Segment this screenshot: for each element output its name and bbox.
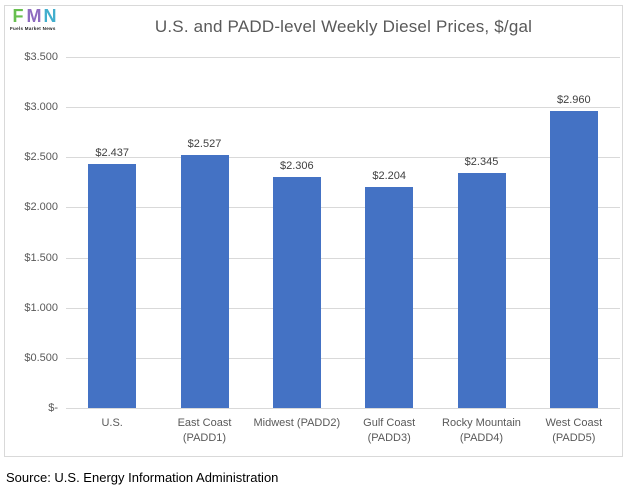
bar [365, 186, 414, 408]
gridline [66, 307, 620, 309]
y-axis-tick-label: $1.000 [24, 301, 58, 314]
logo-letter-f: F [12, 6, 24, 26]
gridline [66, 57, 620, 58]
source-note: Source: U.S. Energy Information Administ… [6, 470, 279, 485]
x-axis-label: Midwest (PADD2) [253, 417, 341, 429]
gridline [66, 207, 620, 209]
gridline [66, 257, 620, 259]
y-axis-tick-label: $- [48, 402, 58, 414]
bar-value-label: $2.960 [557, 94, 591, 107]
bar [180, 154, 229, 408]
logo-letter-m: M [26, 6, 42, 26]
bar-value-label: $2.345 [464, 155, 499, 168]
bar [457, 172, 506, 408]
chart-title: U.S. and PADD-level Weekly Diesel Prices… [154, 17, 533, 36]
x-axis-label: East Coast (PADD1) [177, 417, 232, 444]
gridline [66, 357, 620, 359]
bar [272, 176, 321, 408]
y-axis-tick-label: $1.500 [24, 251, 58, 264]
x-axis-label: Gulf Coast (PADD3) [363, 417, 416, 444]
bar [549, 111, 598, 408]
x-axis-label: U.S. [101, 417, 123, 429]
y-axis-tick-label: $2.000 [24, 201, 58, 214]
bar-value-label: $2.437 [95, 146, 129, 159]
logo-letter-n: N [43, 6, 57, 26]
gridline [66, 107, 620, 109]
x-axis-label: Rocky Mountain (PADD4) [442, 417, 521, 444]
gridline [66, 157, 620, 159]
bar-value-label: $2.527 [187, 137, 222, 150]
bar [88, 163, 137, 408]
y-axis-tick-label: $2.500 [24, 151, 58, 164]
fmn-logo-subtitle: Fuels Market News [10, 26, 56, 31]
bar-value-label: $2.306 [280, 159, 314, 172]
y-axis-tick-label: $3.000 [24, 101, 58, 114]
x-axis-line [66, 408, 620, 409]
y-axis-tick-label: $0.500 [24, 351, 58, 364]
bar-value-label: $2.204 [372, 169, 406, 182]
x-axis-label: West Coast (PADD5) [545, 417, 603, 444]
y-axis-tick-label: $3.500 [24, 51, 58, 63]
